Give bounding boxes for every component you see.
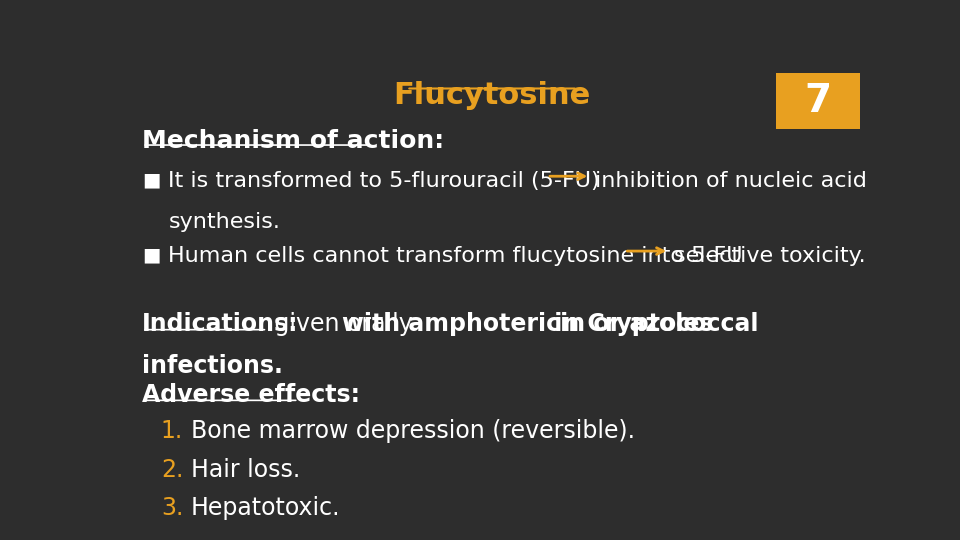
Text: Hepatotoxic.: Hepatotoxic.	[191, 496, 340, 520]
Text: 1.: 1.	[161, 420, 183, 443]
Text: with amphotericin or azoles: with amphotericin or azoles	[342, 312, 713, 336]
Text: It is transformed to 5-flurouracil (5-FU): It is transformed to 5-flurouracil (5-FU…	[168, 171, 600, 191]
Text: Bone marrow depression (reversible).: Bone marrow depression (reversible).	[191, 420, 635, 443]
Text: Mechanism of action:: Mechanism of action:	[142, 129, 444, 153]
Text: 3.: 3.	[161, 496, 183, 520]
Text: 7: 7	[804, 83, 831, 120]
Text: given orally: given orally	[267, 312, 420, 336]
Text: ■: ■	[142, 246, 160, 265]
FancyBboxPatch shape	[777, 73, 860, 129]
Text: Hair loss.: Hair loss.	[191, 458, 300, 482]
Text: infections.: infections.	[142, 354, 283, 378]
Text: inhibition of nucleic acid: inhibition of nucleic acid	[594, 171, 867, 191]
Text: ■: ■	[142, 171, 160, 190]
Text: Flucytosine: Flucytosine	[394, 82, 590, 111]
Text: synthesis.: synthesis.	[168, 212, 280, 232]
Text: selective toxicity.: selective toxicity.	[674, 246, 865, 266]
Text: Human cells cannot transform flucytosine into 5-FU: Human cells cannot transform flucytosine…	[168, 246, 743, 266]
Text: 2.: 2.	[161, 458, 183, 482]
Text: Indications:: Indications:	[142, 312, 299, 336]
Text: Adverse effects:: Adverse effects:	[142, 383, 360, 407]
Text: in Cryptococcal: in Cryptococcal	[545, 312, 758, 336]
